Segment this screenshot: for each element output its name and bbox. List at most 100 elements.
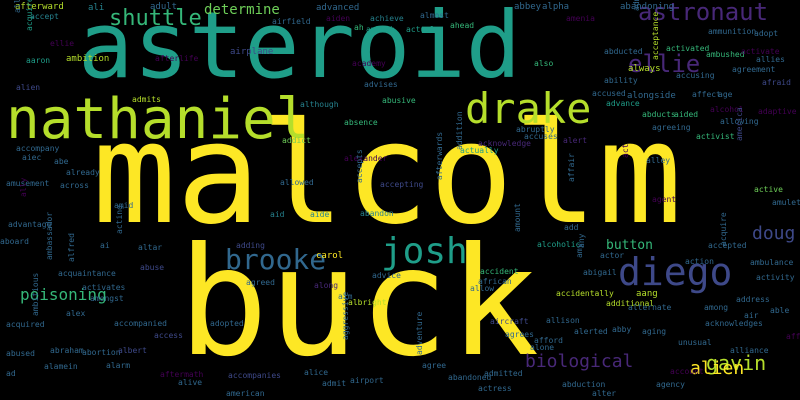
cloud-word: ahead — [450, 21, 475, 30]
cloud-word: acknowledge — [478, 139, 531, 148]
cloud-word: actor — [600, 251, 625, 260]
cloud-word: activates — [82, 283, 126, 292]
cloud-word: addition — [455, 111, 464, 150]
cloud-word: act — [621, 143, 630, 158]
cloud-word: admitted — [484, 369, 523, 378]
cloud-word: ali — [88, 3, 105, 13]
cloud-word: actual — [406, 25, 435, 34]
cloud-word: brooke — [225, 243, 327, 276]
cloud-word: accompany — [16, 144, 60, 153]
cloud-word: adding — [236, 241, 265, 250]
cloud-word: allison — [13, 0, 22, 13]
cloud-word: alcohol — [710, 105, 744, 114]
cloud-word: accepted — [708, 241, 747, 250]
cloud-word: additional — [606, 299, 655, 308]
cloud-word: accused — [592, 89, 626, 98]
cloud-word: actually — [460, 146, 499, 155]
cloud-word: abuse — [140, 263, 165, 272]
cloud-word: able — [770, 306, 790, 315]
cloud-word: accepting — [380, 180, 424, 189]
cloud-word: alice — [304, 368, 329, 377]
cloud-word: acquire — [719, 212, 728, 246]
cloud-word: allison — [546, 316, 580, 325]
cloud-word: astronaut — [638, 0, 769, 26]
cloud-word: alexander — [344, 154, 388, 163]
cloud-word: airport — [350, 376, 384, 385]
cloud-word: achieve — [370, 14, 404, 23]
cloud-word: accusing — [676, 71, 715, 80]
cloud-word: almost — [420, 11, 449, 20]
cloud-word: afraid — [762, 78, 791, 87]
cloud-word: aide — [310, 210, 330, 219]
cloud-word: alert — [563, 136, 588, 145]
cloud-word: asteroid — [78, 0, 522, 99]
cloud-word: advantage — [8, 220, 52, 229]
cloud-word: alley — [646, 156, 671, 165]
cloud-word: aircraft — [490, 317, 529, 326]
cloud-word: absence — [344, 118, 378, 127]
cloud-word: across — [60, 181, 89, 190]
cloud-word: age — [718, 90, 733, 99]
cloud-word: aiden — [326, 14, 351, 23]
cloud-word: abducts — [642, 110, 676, 119]
cloud-word: amulet — [772, 198, 800, 207]
cloud-word: alien — [16, 83, 41, 92]
cloud-word: adult — [150, 2, 178, 12]
cloud-word: acknowledges — [705, 319, 763, 328]
cloud-word: acceptance — [651, 11, 660, 60]
cloud-word: ah — [354, 23, 364, 32]
cloud-word: amount — [513, 203, 522, 232]
cloud-word: agency — [656, 380, 685, 389]
cloud-word: advance — [606, 99, 640, 108]
cloud-word: ambushed — [706, 50, 745, 59]
cloud-word: agreement — [732, 65, 776, 74]
cloud-word: ellie — [628, 50, 701, 78]
cloud-word: advanced — [316, 3, 360, 13]
cloud-word: aftermath — [160, 370, 204, 379]
cloud-word: alfred — [67, 233, 76, 262]
cloud-word: actress — [478, 384, 512, 393]
cloud-word: accompanied — [114, 319, 167, 328]
cloud-word: acquired — [6, 320, 45, 329]
cloud-word: alone — [530, 343, 555, 352]
cloud-word: abused — [6, 349, 35, 358]
cloud-word: aim — [338, 292, 353, 301]
cloud-word: albert — [118, 346, 147, 355]
cloud-word: add — [564, 223, 579, 232]
cloud-word: ai — [100, 241, 110, 250]
cloud-word: abe — [54, 157, 69, 166]
cloud-word: afterward — [15, 2, 64, 12]
cloud-word: admitting — [632, 0, 641, 11]
cloud-word: abduction — [562, 380, 606, 389]
cloud-word: diego — [618, 250, 733, 294]
cloud-word: afterlife — [155, 54, 199, 63]
cloud-word: access — [154, 331, 183, 340]
cloud-word: abandoning — [620, 2, 675, 12]
cloud-word: josh — [381, 231, 468, 272]
cloud-word: activist — [696, 132, 735, 141]
cloud-word: ambush — [366, 25, 395, 34]
cloud-word: affection — [786, 332, 800, 341]
cloud-word: advises — [364, 80, 398, 89]
cloud-word: abortion — [82, 348, 121, 357]
cloud-word: action — [685, 257, 714, 266]
cloud-word: along — [314, 281, 339, 290]
cloud-word: american — [226, 389, 265, 398]
cloud-word: ambition — [66, 54, 110, 64]
cloud-word: ally — [19, 177, 28, 197]
cloud-word: alex — [66, 309, 86, 318]
cloud-word: amid — [114, 201, 134, 210]
cloud-word: doug — [752, 223, 796, 244]
cloud-word: carol — [316, 251, 344, 261]
cloud-word: although — [300, 100, 339, 109]
cloud-word: abruptly — [516, 125, 555, 134]
cloud-word: abandon — [360, 209, 394, 218]
cloud-word: allowing — [720, 117, 759, 126]
cloud-word: biological — [525, 351, 634, 372]
cloud-word: account — [670, 367, 704, 376]
cloud-word: aggressive — [341, 291, 350, 340]
cloud-word: alternate — [628, 303, 672, 312]
cloud-word: albright — [348, 298, 387, 307]
cloud-word: aboard — [0, 237, 29, 246]
